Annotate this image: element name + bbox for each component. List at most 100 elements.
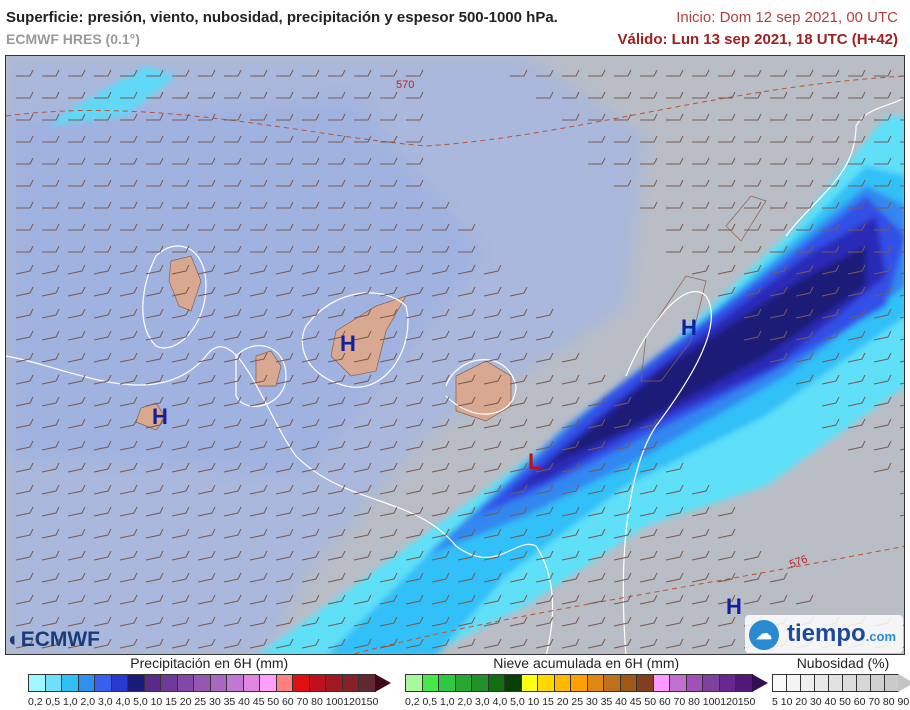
wind-barb [405, 550, 424, 561]
wind-barb [769, 286, 788, 297]
wind-barb [613, 462, 632, 473]
wind-barb [848, 69, 866, 77]
wind-barb [42, 91, 60, 99]
wind-barb [93, 616, 112, 627]
wind-barb [93, 396, 112, 407]
wind-barb [457, 594, 476, 605]
wind-barb [145, 484, 164, 495]
wind-barb [873, 352, 892, 363]
wind-barb [275, 330, 294, 341]
color-swatch [341, 674, 359, 692]
wind-barb [483, 528, 502, 539]
wind-barb [224, 157, 242, 165]
wind-barb [770, 91, 788, 99]
color-swatch [669, 674, 687, 692]
color-swatch [487, 674, 505, 692]
wind-barb [145, 462, 164, 473]
tiempo-logo[interactable]: ☁ tiempo.com [745, 615, 903, 653]
wind-barb [535, 550, 554, 561]
wind-barb [328, 157, 346, 165]
wind-barb [587, 418, 606, 429]
wind-barb [275, 572, 294, 583]
wind-barb [223, 484, 242, 495]
wind-barb [328, 223, 346, 231]
wind-barb [795, 308, 814, 319]
high-pressure-center: H [152, 404, 168, 429]
wind-barb [406, 69, 424, 77]
wind-barb [666, 201, 684, 209]
wind-barb [431, 264, 450, 275]
wind-barb [744, 113, 762, 121]
color-swatch [800, 674, 815, 692]
wind-barb [250, 201, 268, 209]
wind-barb [873, 462, 892, 473]
wind-barb [41, 374, 60, 385]
wind-barb [588, 91, 606, 99]
wind-barb [613, 396, 632, 407]
wind-barb [639, 638, 658, 649]
wind-barb [353, 330, 372, 341]
wind-barb [120, 113, 138, 121]
weather-map[interactable]: 570 576 H H H H L [5, 55, 905, 655]
wind-barb [692, 223, 710, 231]
color-swatch [44, 674, 62, 692]
wind-barb [718, 113, 736, 121]
wind-barb [821, 264, 840, 275]
wind-barb [874, 113, 892, 121]
wind-barb [327, 506, 346, 517]
wind-barb [171, 528, 190, 539]
model-name: ECMWF HRES (0.1°) [6, 31, 140, 47]
wind-barb [457, 330, 476, 341]
wind-barb [67, 462, 86, 473]
wind-barb [119, 440, 138, 451]
color-swatch [504, 674, 522, 692]
wind-barb [770, 157, 788, 165]
wind-barb [327, 352, 346, 363]
wind-barb [171, 396, 190, 407]
wind-barb [718, 69, 736, 77]
wind-barb [561, 352, 580, 363]
wind-barb [301, 484, 320, 495]
color-swatch [828, 674, 843, 692]
wind-barb [249, 484, 268, 495]
legend-labels: 0,2 0,5 1,0 2,0 3,0 4,0 5,0 10 15 20 25 … [28, 696, 379, 708]
color-swatch [718, 674, 736, 692]
wind-barb [405, 616, 424, 627]
wind-barb [353, 638, 372, 649]
wind-barb [821, 396, 840, 407]
wind-barb [15, 594, 34, 605]
wind-barb [94, 113, 112, 121]
wind-barb [328, 69, 346, 77]
wind-barb [457, 506, 476, 517]
wind-barb [275, 418, 294, 429]
color-swatch [856, 674, 871, 692]
wind-barb [15, 264, 34, 275]
wind-barb [639, 484, 658, 495]
wind-barb [406, 245, 424, 253]
wind-barb [432, 223, 450, 231]
wind-barb [562, 91, 580, 99]
wind-barb [68, 157, 86, 165]
wind-barb [223, 286, 242, 297]
wind-barb [405, 418, 424, 429]
wind-barb [457, 440, 476, 451]
wind-barb [171, 374, 190, 385]
wind-barb [119, 286, 138, 297]
wind-barb [172, 69, 190, 77]
wind-barb [67, 484, 86, 495]
wind-barb [249, 418, 268, 429]
overflow-arrow [751, 674, 768, 692]
wind-barb [250, 69, 268, 77]
wind-barb [744, 69, 762, 77]
wind-barb [587, 572, 606, 583]
wind-barb [665, 484, 684, 495]
wind-barb [250, 135, 268, 143]
wind-barb [42, 245, 60, 253]
wind-barb [874, 69, 892, 77]
wind-barb [275, 396, 294, 407]
color-swatch [685, 674, 703, 692]
wind-barb [770, 201, 788, 209]
wind-barb [93, 352, 112, 363]
wind-barb [431, 572, 450, 583]
wind-barb [249, 572, 268, 583]
